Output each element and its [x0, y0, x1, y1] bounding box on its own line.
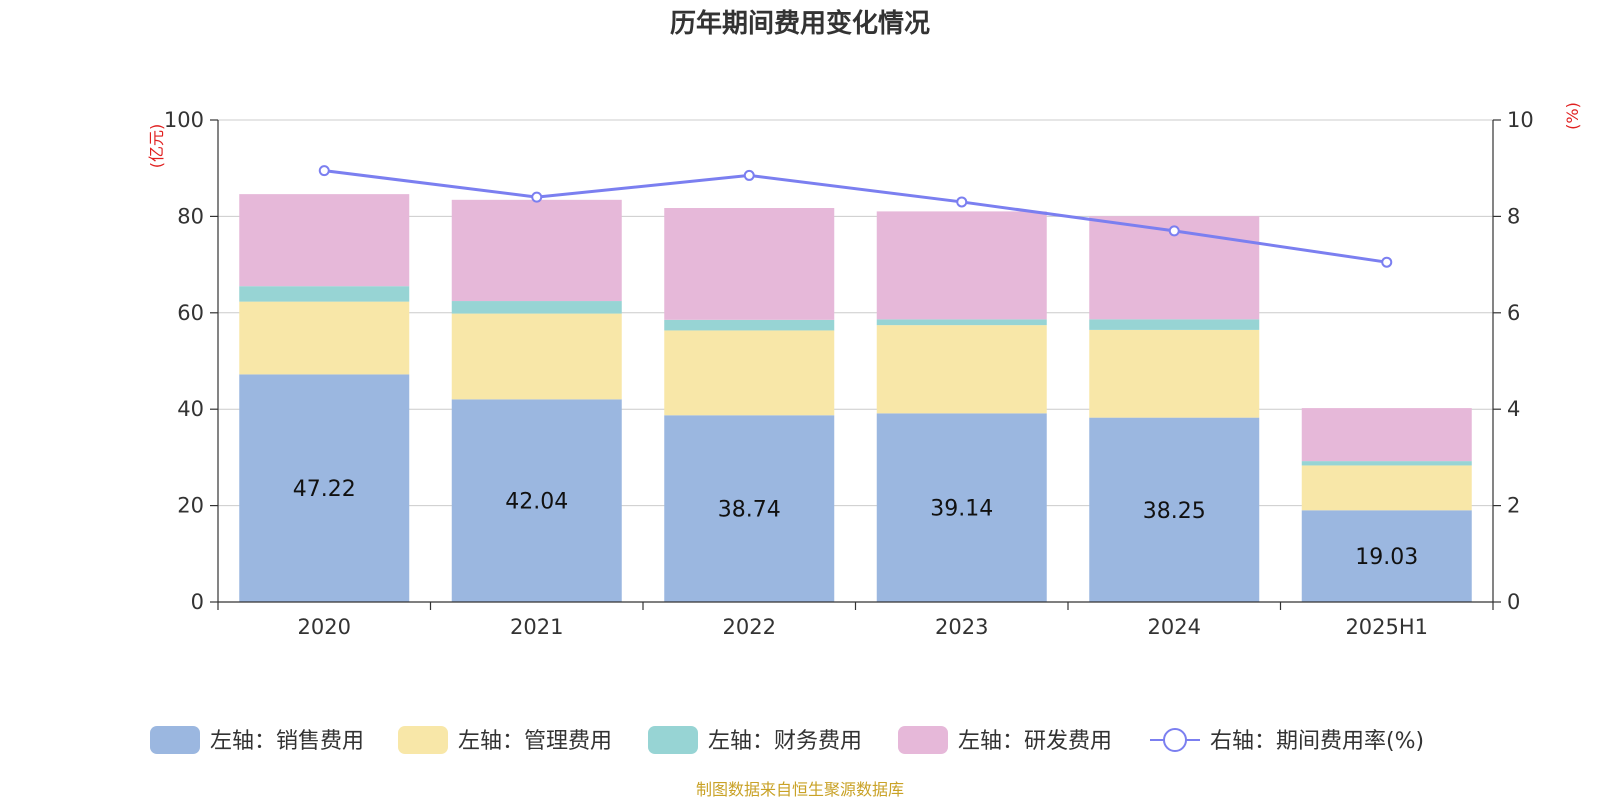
rate-point — [956, 196, 968, 208]
x-tick-label: 2025H1 — [1345, 615, 1428, 639]
bar-value-label: 38.25 — [1143, 499, 1206, 524]
bar-segment — [1301, 408, 1472, 462]
bar-segment — [876, 211, 1047, 320]
grid — [218, 119, 1493, 507]
x-tick-label: 2022 — [723, 615, 776, 639]
left-tick-label: 60 — [177, 301, 204, 325]
rate-point — [531, 191, 543, 203]
left-axis-unit: (亿元) — [147, 124, 166, 169]
legend-label: 左轴：财务费用 — [708, 729, 862, 754]
rate-line-path — [324, 169, 1387, 264]
bar-segment — [239, 286, 410, 302]
right-tick-label: 10 — [1507, 108, 1534, 132]
legend-swatch — [398, 726, 448, 754]
rate-point — [1168, 225, 1180, 237]
left-tick-label: 40 — [177, 397, 204, 421]
legend-item: 左轴：财务费用 — [648, 726, 862, 754]
left-tick-label: 20 — [177, 494, 204, 518]
x-tick-label: 2024 — [1148, 615, 1201, 639]
legend-swatch — [898, 726, 948, 754]
legend-swatch — [150, 726, 200, 754]
data-labels: 47.22 42.04 38.74 39.14 38.25 19.03 — [293, 477, 1418, 570]
right-axis-unit: (%) — [1563, 102, 1582, 130]
rate-point — [318, 165, 330, 177]
bar-segment — [451, 399, 622, 602]
bar-segment — [239, 374, 410, 602]
left-tick-label: 100 — [164, 108, 204, 132]
bar-segment — [239, 194, 410, 287]
x-tick-label: 2023 — [935, 615, 988, 639]
right-tick-label: 2 — [1507, 494, 1520, 518]
legend-item: 左轴：管理费用 — [398, 726, 612, 754]
legend-item: 左轴：销售费用 — [150, 726, 364, 754]
bar-segment — [876, 319, 1047, 326]
chart-title: 历年期间费用变化情况 — [670, 8, 930, 39]
bar-segment — [1301, 510, 1472, 602]
bar-segment — [1301, 465, 1472, 511]
bar-value-label: 19.03 — [1355, 545, 1418, 570]
left-tick-label: 80 — [177, 204, 204, 228]
right-tick-label: 8 — [1507, 204, 1520, 228]
bar-segment — [1089, 329, 1260, 418]
bar-segment — [1301, 461, 1472, 466]
bar-value-label: 47.22 — [293, 477, 356, 502]
bar-segment — [1089, 319, 1260, 330]
rate-point — [743, 169, 755, 181]
legend-item: 右轴：期间费用率(%) — [1150, 728, 1424, 754]
right-tick-label: 6 — [1507, 301, 1520, 325]
bar-segment — [664, 415, 835, 602]
legend-label: 右轴：期间费用率(%) — [1210, 729, 1424, 754]
bar-value-label: 39.14 — [930, 497, 993, 522]
right-tick-label: 0 — [1507, 590, 1520, 614]
bar-segment — [876, 325, 1047, 414]
legend-item: 左轴：研发费用 — [898, 726, 1112, 754]
legend-label: 左轴：销售费用 — [210, 729, 364, 754]
bar-segment — [1089, 417, 1260, 602]
left-tick-label: 0 — [191, 590, 204, 614]
bar-segment — [451, 301, 622, 314]
bars — [239, 194, 1472, 602]
legend-marker — [1163, 728, 1187, 752]
legend-swatch — [648, 726, 698, 754]
source-note: 制图数据来自恒生聚源数据库 — [696, 780, 904, 799]
x-tick-label: 2020 — [298, 615, 351, 639]
axes: (亿元) (%) 0 20 40 60 80 100 0 2 4 6 8 10 2020 2021 2022… — [147, 102, 1582, 639]
bar-segment — [876, 413, 1047, 602]
bar-segment — [451, 199, 622, 302]
bar-segment — [664, 208, 835, 320]
rate-point — [1381, 256, 1393, 268]
bar-value-label: 42.04 — [505, 490, 568, 515]
bar-segment — [239, 301, 410, 375]
bar-segment — [451, 313, 622, 400]
bar-segment — [664, 319, 835, 331]
legend-label: 左轴：管理费用 — [458, 729, 612, 754]
rate-line — [318, 165, 1393, 268]
x-tick-label: 2021 — [510, 615, 563, 639]
bar-segment — [664, 330, 835, 416]
legend-label: 左轴：研发费用 — [958, 729, 1112, 754]
right-tick-label: 4 — [1507, 397, 1520, 421]
bar-value-label: 38.74 — [718, 498, 781, 523]
legend: 左轴：销售费用 左轴：管理费用 左轴：财务费用 左轴：研发费用 右轴：期间费用率(%) — [150, 726, 1424, 754]
